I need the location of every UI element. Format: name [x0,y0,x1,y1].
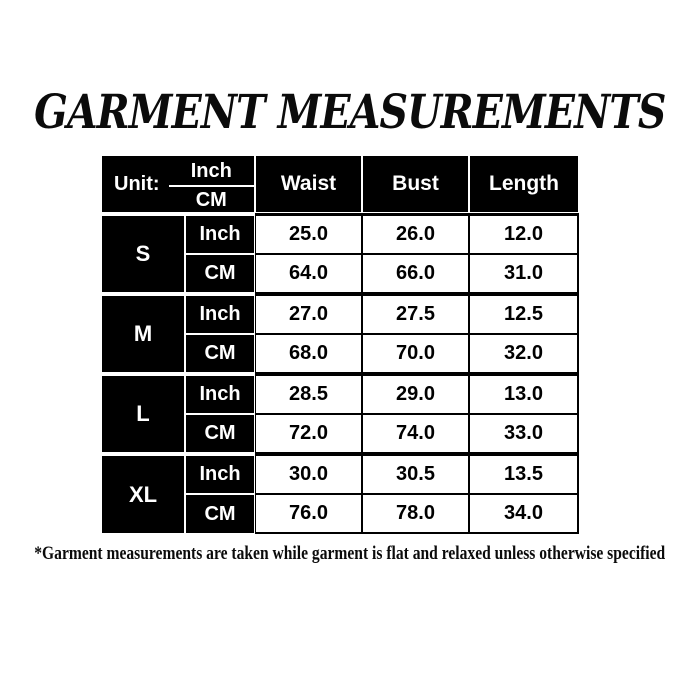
value-cell: 70.0 [362,334,470,373]
value-cell: 76.0 [255,494,363,534]
value-cell: 12.0 [469,213,580,254]
unit-header-cell: Unit: Inch CM [101,155,256,213]
value-cell: 68.0 [255,334,363,373]
unit-cell: CM [185,414,256,453]
size-group-xl: XL Inch 30.0 30.5 13.5 CM 76.0 78.0 34.0 [101,453,580,534]
table-row: M Inch 27.0 27.5 12.5 [101,293,580,373]
value-cell: 74.0 [362,414,470,453]
size-cell-s: S [101,213,185,293]
value-cell: 12.5 [469,293,580,334]
unit-cm-label: CM [195,189,227,211]
unit-header-content: Unit: Inch CM [102,156,255,212]
value-cell: 72.0 [255,414,363,453]
size-group-l: L Inch 28.5 29.0 13.0 CM 72.0 74.0 33.0 [101,373,580,453]
value-cell: 34.0 [469,494,580,534]
column-header-length: Length [469,155,580,213]
value-cell: 32.0 [469,334,580,373]
unit-cell: Inch [185,293,256,334]
table-row: XL Inch 30.0 30.5 13.5 [101,453,580,534]
table-row: CM 76.0 78.0 34.0 [101,494,580,534]
value-cell: 78.0 [362,494,470,534]
value-cell: 25.0 [255,213,363,254]
value-cell: 31.0 [469,254,580,293]
value-cell: 29.0 [362,373,470,414]
size-group-m: M Inch 27.0 27.5 12.5 CM 68.0 70.0 32.0 [101,293,580,373]
column-header-bust: Bust [362,155,470,213]
value-cell: 13.0 [469,373,580,414]
unit-cell: CM [185,254,256,293]
column-header-waist: Waist [255,155,363,213]
unit-cell: CM [185,334,256,373]
unit-cell: Inch [185,453,256,494]
size-cell-xl: XL [101,453,185,534]
unit-fraction: Inch CM [168,156,255,212]
unit-cell: Inch [185,213,256,254]
value-cell: 66.0 [362,254,470,293]
value-cell: 33.0 [469,414,580,453]
value-cell: 13.5 [469,453,580,494]
table-row: CM 72.0 74.0 33.0 [101,414,580,453]
unit-inch-label: Inch [168,160,255,187]
size-cell-m: M [101,293,185,373]
value-cell: 28.5 [255,373,363,414]
value-cell: 30.0 [255,453,363,494]
size-group-s: S Inch 25.0 26.0 12.0 CM 64.0 66.0 31.0 [101,213,580,293]
table-row: L Inch 28.5 29.0 13.0 [101,373,580,453]
size-cell-l: L [101,373,185,453]
table-row: CM 64.0 66.0 31.0 [101,254,580,293]
footnote-row: *Garment measurements are taken while ga… [0,543,700,565]
footnote: *Garment measurements are taken while ga… [34,543,666,564]
table-row: S Inch 25.0 26.0 12.0 [101,213,580,293]
unit-cell: CM [185,494,256,534]
table-row: CM 68.0 70.0 32.0 [101,334,580,373]
value-cell: 26.0 [362,213,470,254]
header-row: Unit: Inch CM Waist Bust Length [101,155,580,213]
value-cell: 27.5 [362,293,470,334]
value-cell: 64.0 [255,254,363,293]
unit-cell: Inch [185,373,256,414]
title-row: GARMENT MEASUREMENTS [0,85,700,140]
page-title: GARMENT MEASUREMENTS [34,85,666,140]
unit-label: Unit: [114,172,160,195]
measurements-table: Unit: Inch CM Waist Bust Length S Inch 2… [101,155,580,534]
value-cell: 30.5 [362,453,470,494]
value-cell: 27.0 [255,293,363,334]
